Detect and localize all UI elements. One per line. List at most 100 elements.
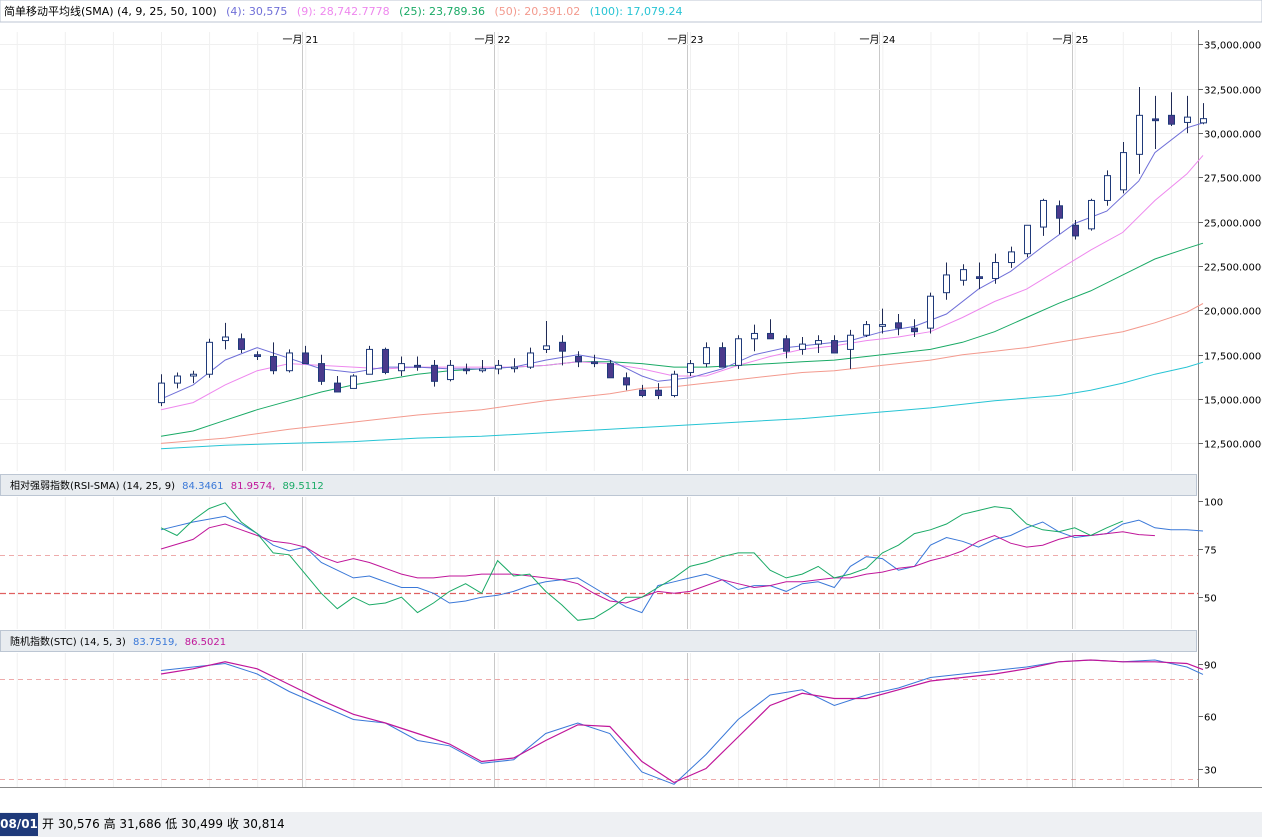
stock-chart[interactable]: 简单移动平均线(SMA) (4, 9, 25, 50, 100) (4): 30… <box>0 0 1262 812</box>
candle-body-down <box>415 365 421 367</box>
stc-tick-label: 60 <box>1204 713 1217 724</box>
candle-body-down <box>432 365 438 381</box>
rsi-legend-title: 相对强弱指数(RSI-SMA) (14, 25, 9) <box>10 479 175 492</box>
candle-body-up <box>351 376 357 388</box>
stc-k-line <box>161 660 1203 784</box>
candle <box>367 346 373 374</box>
stc-plot <box>161 660 1203 784</box>
candle-body-down <box>560 342 566 351</box>
candle-body-down <box>1169 115 1175 124</box>
x-tick-label: 一月 22 <box>475 34 511 46</box>
rsi-tick-label: 50 <box>1204 594 1217 605</box>
candle-body-up <box>1025 225 1031 253</box>
rsi-plot <box>161 503 1203 621</box>
candle-body-down <box>784 339 790 351</box>
candle-body-up <box>848 335 854 349</box>
candle-body-up <box>207 342 213 374</box>
candle-body-up <box>816 341 822 345</box>
candle-body-down <box>1073 225 1079 236</box>
sma-legend-title: 简单移动平均线(SMA) (4, 9, 25, 50, 100) <box>4 4 217 18</box>
stc-legend-title: 随机指数(STC) (14, 5, 3) <box>10 635 126 648</box>
candle-body-down <box>720 348 726 368</box>
candle-body-down <box>1153 119 1159 121</box>
sma-legend-100: (100): 17,079.24 <box>590 5 683 18</box>
price-tick-label: 22,500.0000 <box>1204 263 1262 274</box>
candle-body-up <box>399 364 405 371</box>
candle-body-up <box>191 374 197 376</box>
candle <box>1089 199 1095 231</box>
x-tick-label: 一月 23 <box>668 34 704 46</box>
candle-body-down <box>383 349 389 372</box>
candle <box>207 339 213 378</box>
candle-body-down <box>977 277 983 279</box>
candle-body-up <box>736 339 742 366</box>
candle-body-up <box>480 369 486 371</box>
candle-body-up <box>367 349 373 374</box>
price-tick-label: 20,000.0000 <box>1204 307 1262 318</box>
candle-body-down <box>624 378 630 385</box>
price-tick-label: 35,000.0000 <box>1204 41 1262 52</box>
candle-body-down <box>255 355 261 357</box>
price-tick-label: 12,500.0000 <box>1204 440 1262 451</box>
candle <box>1105 170 1111 205</box>
sma-legend: 简单移动平均线(SMA) (4, 9, 25, 50, 100) (4): 30… <box>4 4 682 18</box>
rsi-legend-sma9: 89.5112 <box>282 481 323 492</box>
price-tick-label: 15,000.0000 <box>1204 396 1262 407</box>
rsi-legend-sma25: 81.9574, <box>231 481 276 492</box>
candle-body-up <box>159 383 165 403</box>
candle-body-up <box>928 296 934 328</box>
candle-body-up <box>993 263 999 279</box>
stc-legend: 随机指数(STC) (14, 5, 3) 83.7519, 86.5021 <box>10 635 226 648</box>
candle-body-up <box>1185 117 1191 122</box>
candle-body-up <box>1009 252 1015 263</box>
candle-body-up <box>528 353 534 367</box>
candle-body-up <box>672 374 678 395</box>
candle-body-down <box>319 364 325 382</box>
candle <box>383 348 389 375</box>
candle-body-down <box>592 362 598 364</box>
candle-body-down <box>896 323 902 328</box>
stc-tick-label: 90 <box>1204 661 1217 672</box>
candle-body-up <box>287 353 293 371</box>
sma-legend-50: (50): 20,391.02 <box>494 5 580 18</box>
candle <box>1201 103 1207 124</box>
stc-legend-d: 86.5021 <box>185 637 226 648</box>
rsi-legend-value: 84.3461 <box>182 481 223 492</box>
candle-body-up <box>1201 119 1207 123</box>
sma-legend-4: (4): 30,575 <box>226 5 287 18</box>
candle <box>287 349 293 372</box>
candle-body-down <box>576 357 582 362</box>
candle-body-up <box>544 346 550 350</box>
candle-body-down <box>1057 206 1063 218</box>
candle-body-up <box>1121 153 1127 190</box>
rsi-tick-label: 100 <box>1204 498 1223 509</box>
candle-body-up <box>1089 200 1095 228</box>
price-tick-label: 30,000.0000 <box>1204 130 1262 141</box>
candle-body-up <box>880 325 886 327</box>
candle-body-down <box>832 341 838 353</box>
footer-date: 08/01 <box>0 813 38 836</box>
candle-body-down <box>464 369 470 371</box>
candle <box>736 335 742 369</box>
candle-body-up <box>752 333 758 338</box>
candle-body-up <box>175 376 181 383</box>
candle-body-up <box>864 325 870 336</box>
candle <box>351 374 357 388</box>
candle-body-up <box>704 348 710 364</box>
price-tick-label: 32,500.0000 <box>1204 86 1262 97</box>
candle-body-down <box>303 353 309 364</box>
rsi-legend-bar <box>1 475 1197 496</box>
sma-legend-9: (9): 28,742.7778 <box>297 5 390 18</box>
candle-body-up <box>800 344 806 349</box>
candle-body-up <box>961 270 967 281</box>
stc-legend-k: 83.7519, <box>133 637 178 648</box>
candle-body-down <box>239 339 245 350</box>
candle-body-up <box>512 367 518 369</box>
candle-body-down <box>656 390 662 395</box>
candle-body-up <box>448 365 454 379</box>
rsi-sma25-line <box>161 524 1155 603</box>
candle-body-down <box>912 328 918 332</box>
candle-body-up <box>1137 115 1143 154</box>
price-tick-label: 17,500.0000 <box>1204 352 1262 363</box>
stc-d-line <box>161 660 1203 783</box>
